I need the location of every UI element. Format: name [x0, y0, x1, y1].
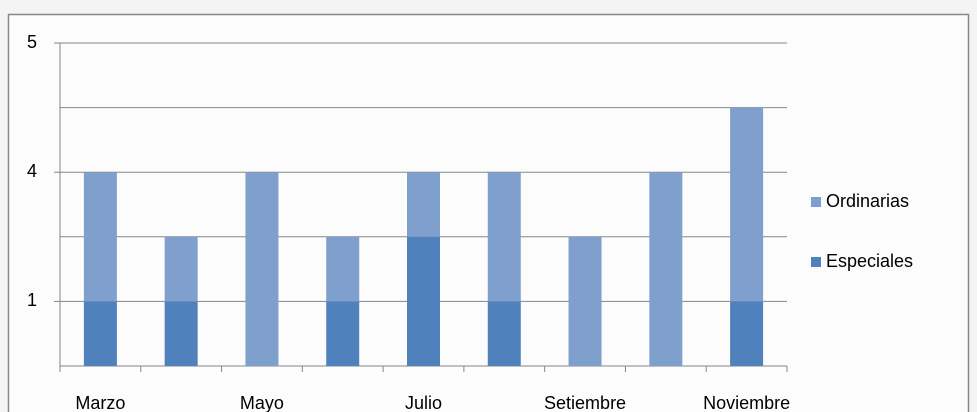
y-tick-label: 4 — [27, 161, 37, 181]
bar-segment — [326, 301, 360, 366]
y-tick-label: 1 — [27, 290, 37, 310]
x-tick-label: Noviembre — [703, 393, 790, 412]
y-tick-label: 5 — [27, 32, 37, 52]
bar-segment — [83, 301, 117, 366]
bar-segment — [730, 301, 764, 366]
legend-swatch — [811, 197, 821, 207]
bar-segment — [649, 172, 683, 366]
bar-segment — [245, 172, 279, 366]
legend-swatch — [811, 257, 821, 267]
bar-segment — [487, 172, 521, 302]
bar-segment — [407, 236, 440, 366]
legend-label: Ordinarias — [826, 191, 909, 211]
legend-label: Especiales — [826, 251, 913, 271]
bar-segment — [487, 301, 521, 366]
bar-segment — [568, 236, 602, 366]
bar-segment — [83, 172, 117, 302]
bar-segment — [164, 301, 198, 366]
x-tick-label: Julio — [405, 393, 442, 412]
x-tick-label: Mayo — [240, 393, 284, 412]
bar-segment — [326, 236, 360, 302]
x-tick-label: Marzo — [75, 393, 125, 412]
bar-segment — [407, 172, 440, 237]
x-tick-label: Setiembre — [544, 393, 626, 412]
bar-segment — [164, 236, 198, 302]
bar-segment — [730, 107, 764, 302]
